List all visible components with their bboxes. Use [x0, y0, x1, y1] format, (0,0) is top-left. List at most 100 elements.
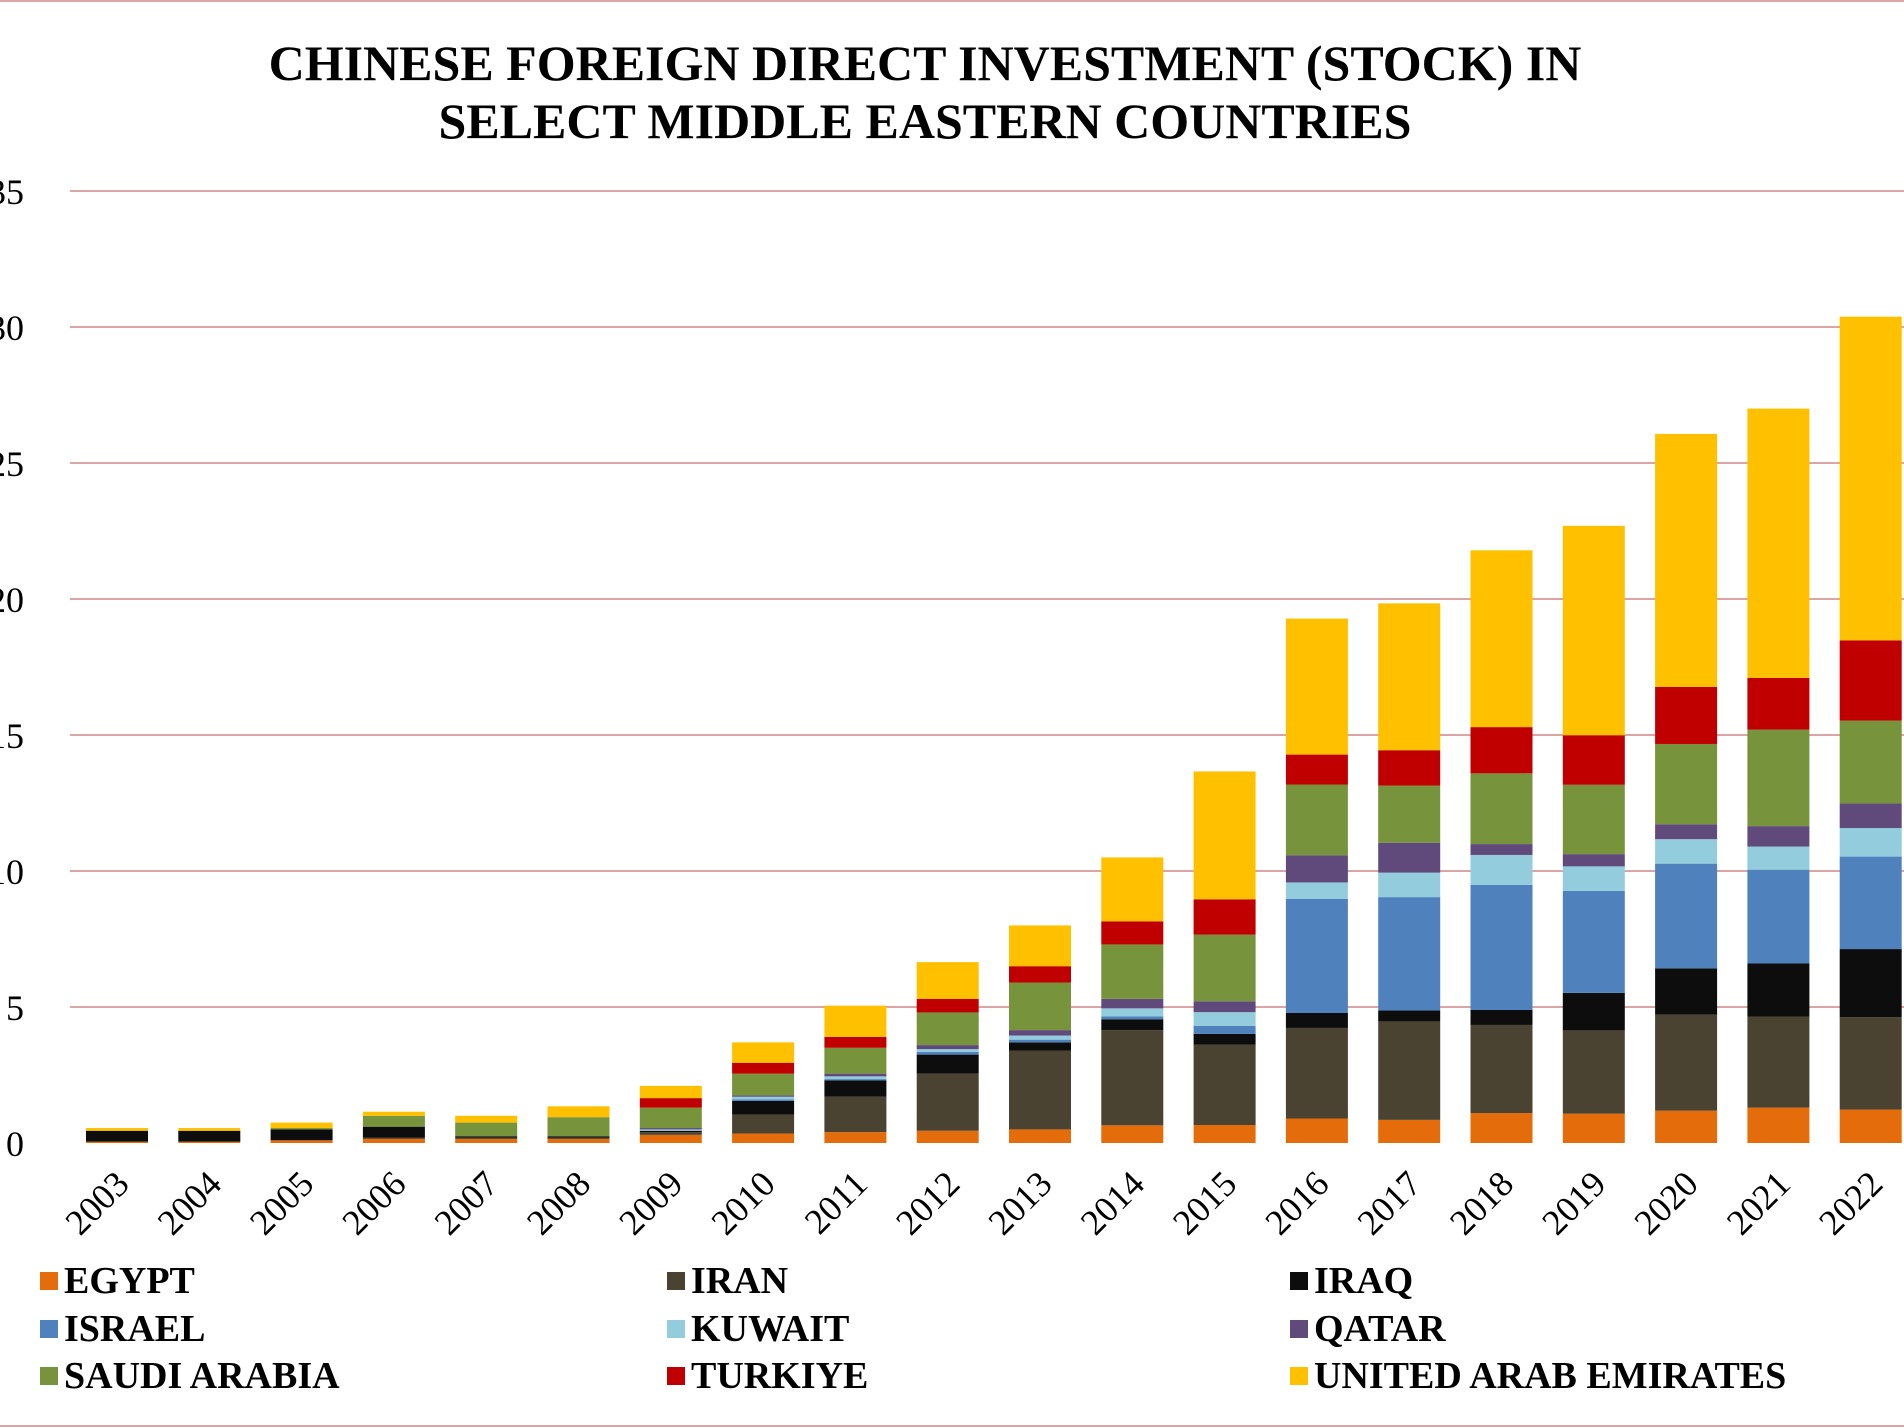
bar-segment-iran-2014 — [1101, 1030, 1164, 1126]
bar-segment-iraq-2019 — [1562, 992, 1625, 1031]
bar-segment-saudi-arabia-2011 — [824, 1047, 887, 1074]
bar-segment-kuwait-2010 — [732, 1096, 795, 1100]
legend-swatch — [1290, 1367, 1308, 1385]
bar-segment-turkiye-2009 — [639, 1098, 702, 1108]
bar-segment-united-arab-emirates-2020 — [1655, 433, 1718, 687]
bar-segment-saudi-arabia-2014 — [1101, 944, 1164, 999]
bar-segment-turkiye-2017 — [1378, 750, 1441, 786]
bar-segment-iran-2021 — [1747, 1016, 1810, 1108]
bar-segment-turkiye-2022 — [1839, 640, 1902, 721]
bar-segment-turkiye-2020 — [1655, 686, 1718, 744]
bar-segment-israel-2014 — [1101, 1016, 1164, 1020]
legend-label: IRAN — [691, 1260, 788, 1302]
bar-segment-iraq-2005 — [270, 1129, 333, 1141]
bar-segment-egypt-2003 — [86, 1141, 148, 1143]
legend-item-turkiye: TURKIYE — [667, 1355, 868, 1397]
bar-segment-saudi-arabia-2017 — [1378, 785, 1441, 843]
y-tick-label: 10 — [0, 852, 24, 892]
bar-segment-israel-2019 — [1562, 890, 1625, 993]
bar-segment-iraq-2022 — [1839, 949, 1902, 1018]
bar-segment-qatar-2020 — [1655, 824, 1718, 840]
bar-segment-saudi-arabia-2009 — [639, 1107, 702, 1129]
bar-segment-saudi-arabia-2015 — [1193, 934, 1256, 1002]
bar-segment-iran-2010 — [732, 1114, 795, 1134]
bar-segment-united-arab-emirates-2019 — [1562, 525, 1625, 736]
legend-label: ISRAEL — [64, 1308, 206, 1350]
bar-segment-israel-2010 — [732, 1099, 795, 1101]
legend-swatch — [667, 1272, 685, 1290]
bar-segment-egypt-2021 — [1747, 1107, 1810, 1143]
bar-segment-egypt-2019 — [1562, 1113, 1625, 1143]
bar-segment-qatar-2013 — [1009, 1030, 1071, 1036]
bar-segment-qatar-2015 — [1193, 1001, 1256, 1013]
bar-segment-united-arab-emirates-2022 — [1839, 316, 1902, 641]
bar-segment-united-arab-emirates-2009 — [639, 1085, 702, 1099]
legend-swatch — [40, 1367, 58, 1385]
bar-segment-egypt-2012 — [916, 1130, 979, 1143]
bar-segment-iran-2018 — [1470, 1024, 1533, 1114]
bar-segment-iraq-2006 — [362, 1126, 425, 1138]
bar-segment-kuwait-2012 — [916, 1049, 979, 1052]
bar-segment-iraq-2017 — [1378, 1010, 1441, 1022]
bar-segment-turkiye-2010 — [732, 1062, 795, 1074]
y-tick-label: 30 — [0, 308, 24, 348]
bar-segment-israel-2021 — [1747, 869, 1810, 964]
bar-segment-saudi-arabia-2008 — [547, 1117, 610, 1137]
bar-segment-turkiye-2019 — [1562, 735, 1625, 785]
bar-segment-turkiye-2012 — [916, 998, 979, 1013]
bar-segment-united-arab-emirates-2011 — [824, 1005, 887, 1037]
bar-segment-iraq-2018 — [1470, 1009, 1533, 1025]
bar-segment-united-arab-emirates-2016 — [1285, 618, 1348, 755]
y-tick-label: 0 — [6, 1124, 24, 1164]
bar-segment-kuwait-2014 — [1101, 1008, 1164, 1017]
bar-segment-iraq-2008 — [547, 1136, 610, 1138]
legend-item-qatar: QATAR — [1290, 1308, 1446, 1350]
bar-segment-turkiye-2011 — [824, 1036, 887, 1048]
bar-segment-egypt-2018 — [1470, 1113, 1533, 1143]
bar-segment-united-arab-emirates-2006 — [362, 1111, 425, 1116]
chart-title-line-2: SELECT MIDDLE EASTERN COUNTRIES — [439, 93, 1412, 149]
bar-segment-kuwait-2009 — [639, 1129, 702, 1131]
bar-segment-turkiye-2021 — [1747, 677, 1810, 730]
y-tick-label: 35 — [0, 172, 24, 212]
legend-label: SAUDI ARABIA — [64, 1355, 340, 1397]
bar-segment-kuwait-2018 — [1470, 854, 1533, 885]
bar-segment-united-arab-emirates-2004 — [178, 1128, 241, 1131]
bar-segment-united-arab-emirates-2010 — [732, 1042, 795, 1063]
bar-segment-saudi-arabia-2016 — [1285, 784, 1348, 856]
legend-label: UNITED ARAB EMIRATES — [1314, 1355, 1786, 1397]
bar-segment-qatar-2021 — [1747, 826, 1810, 847]
bar-segment-egypt-2007 — [455, 1138, 518, 1143]
bar-segment-iraq-2016 — [1285, 1012, 1348, 1028]
bar-segment-qatar-2009 — [639, 1128, 702, 1130]
bar-segment-kuwait-2013 — [1009, 1035, 1071, 1040]
bar-segment-israel-2016 — [1285, 898, 1348, 1013]
legend: EGYPT IRAN IRAQ ISRAEL KUWAIT QATAR SAUDI ARAB… — [40, 1260, 1786, 1397]
bar-segment-qatar-2012 — [916, 1045, 979, 1050]
legend-label: EGYPT — [64, 1260, 195, 1302]
y-tick-label: 25 — [0, 444, 24, 484]
bar-segment-turkiye-2013 — [1009, 966, 1071, 983]
bar-segment-iraq-2013 — [1009, 1042, 1071, 1051]
bar-segment-egypt-2015 — [1193, 1125, 1256, 1143]
bar-segment-saudi-arabia-2005 — [270, 1128, 333, 1130]
bar-segment-egypt-2005 — [270, 1140, 333, 1143]
bar-segment-saudi-arabia-2007 — [455, 1122, 518, 1137]
bar-segment-saudi-arabia-2022 — [1839, 720, 1902, 804]
bar-segment-egypt-2009 — [639, 1134, 702, 1143]
bar-segment-egypt-2006 — [362, 1138, 425, 1143]
bar-segment-saudi-arabia-2010 — [732, 1073, 795, 1096]
bar-segment-iran-2015 — [1193, 1044, 1256, 1126]
y-axis: 0 5 10 15 20 25 30 35 — [0, 172, 24, 1164]
bar-segment-israel-2013 — [1009, 1039, 1071, 1043]
legend-item-kuwait: KUWAIT — [667, 1308, 849, 1350]
bar-segment-kuwait-2017 — [1378, 872, 1441, 898]
bar-segment-iran-2007 — [455, 1137, 518, 1139]
legend-item-iran: IRAN — [667, 1260, 788, 1302]
bar-segment-qatar-2011 — [824, 1073, 887, 1077]
bar-segment-iran-2012 — [916, 1073, 979, 1131]
bar-segment-egypt-2022 — [1839, 1109, 1902, 1143]
bar-segment-egypt-2013 — [1009, 1129, 1071, 1143]
bar-segment-iraq-2014 — [1101, 1019, 1164, 1031]
